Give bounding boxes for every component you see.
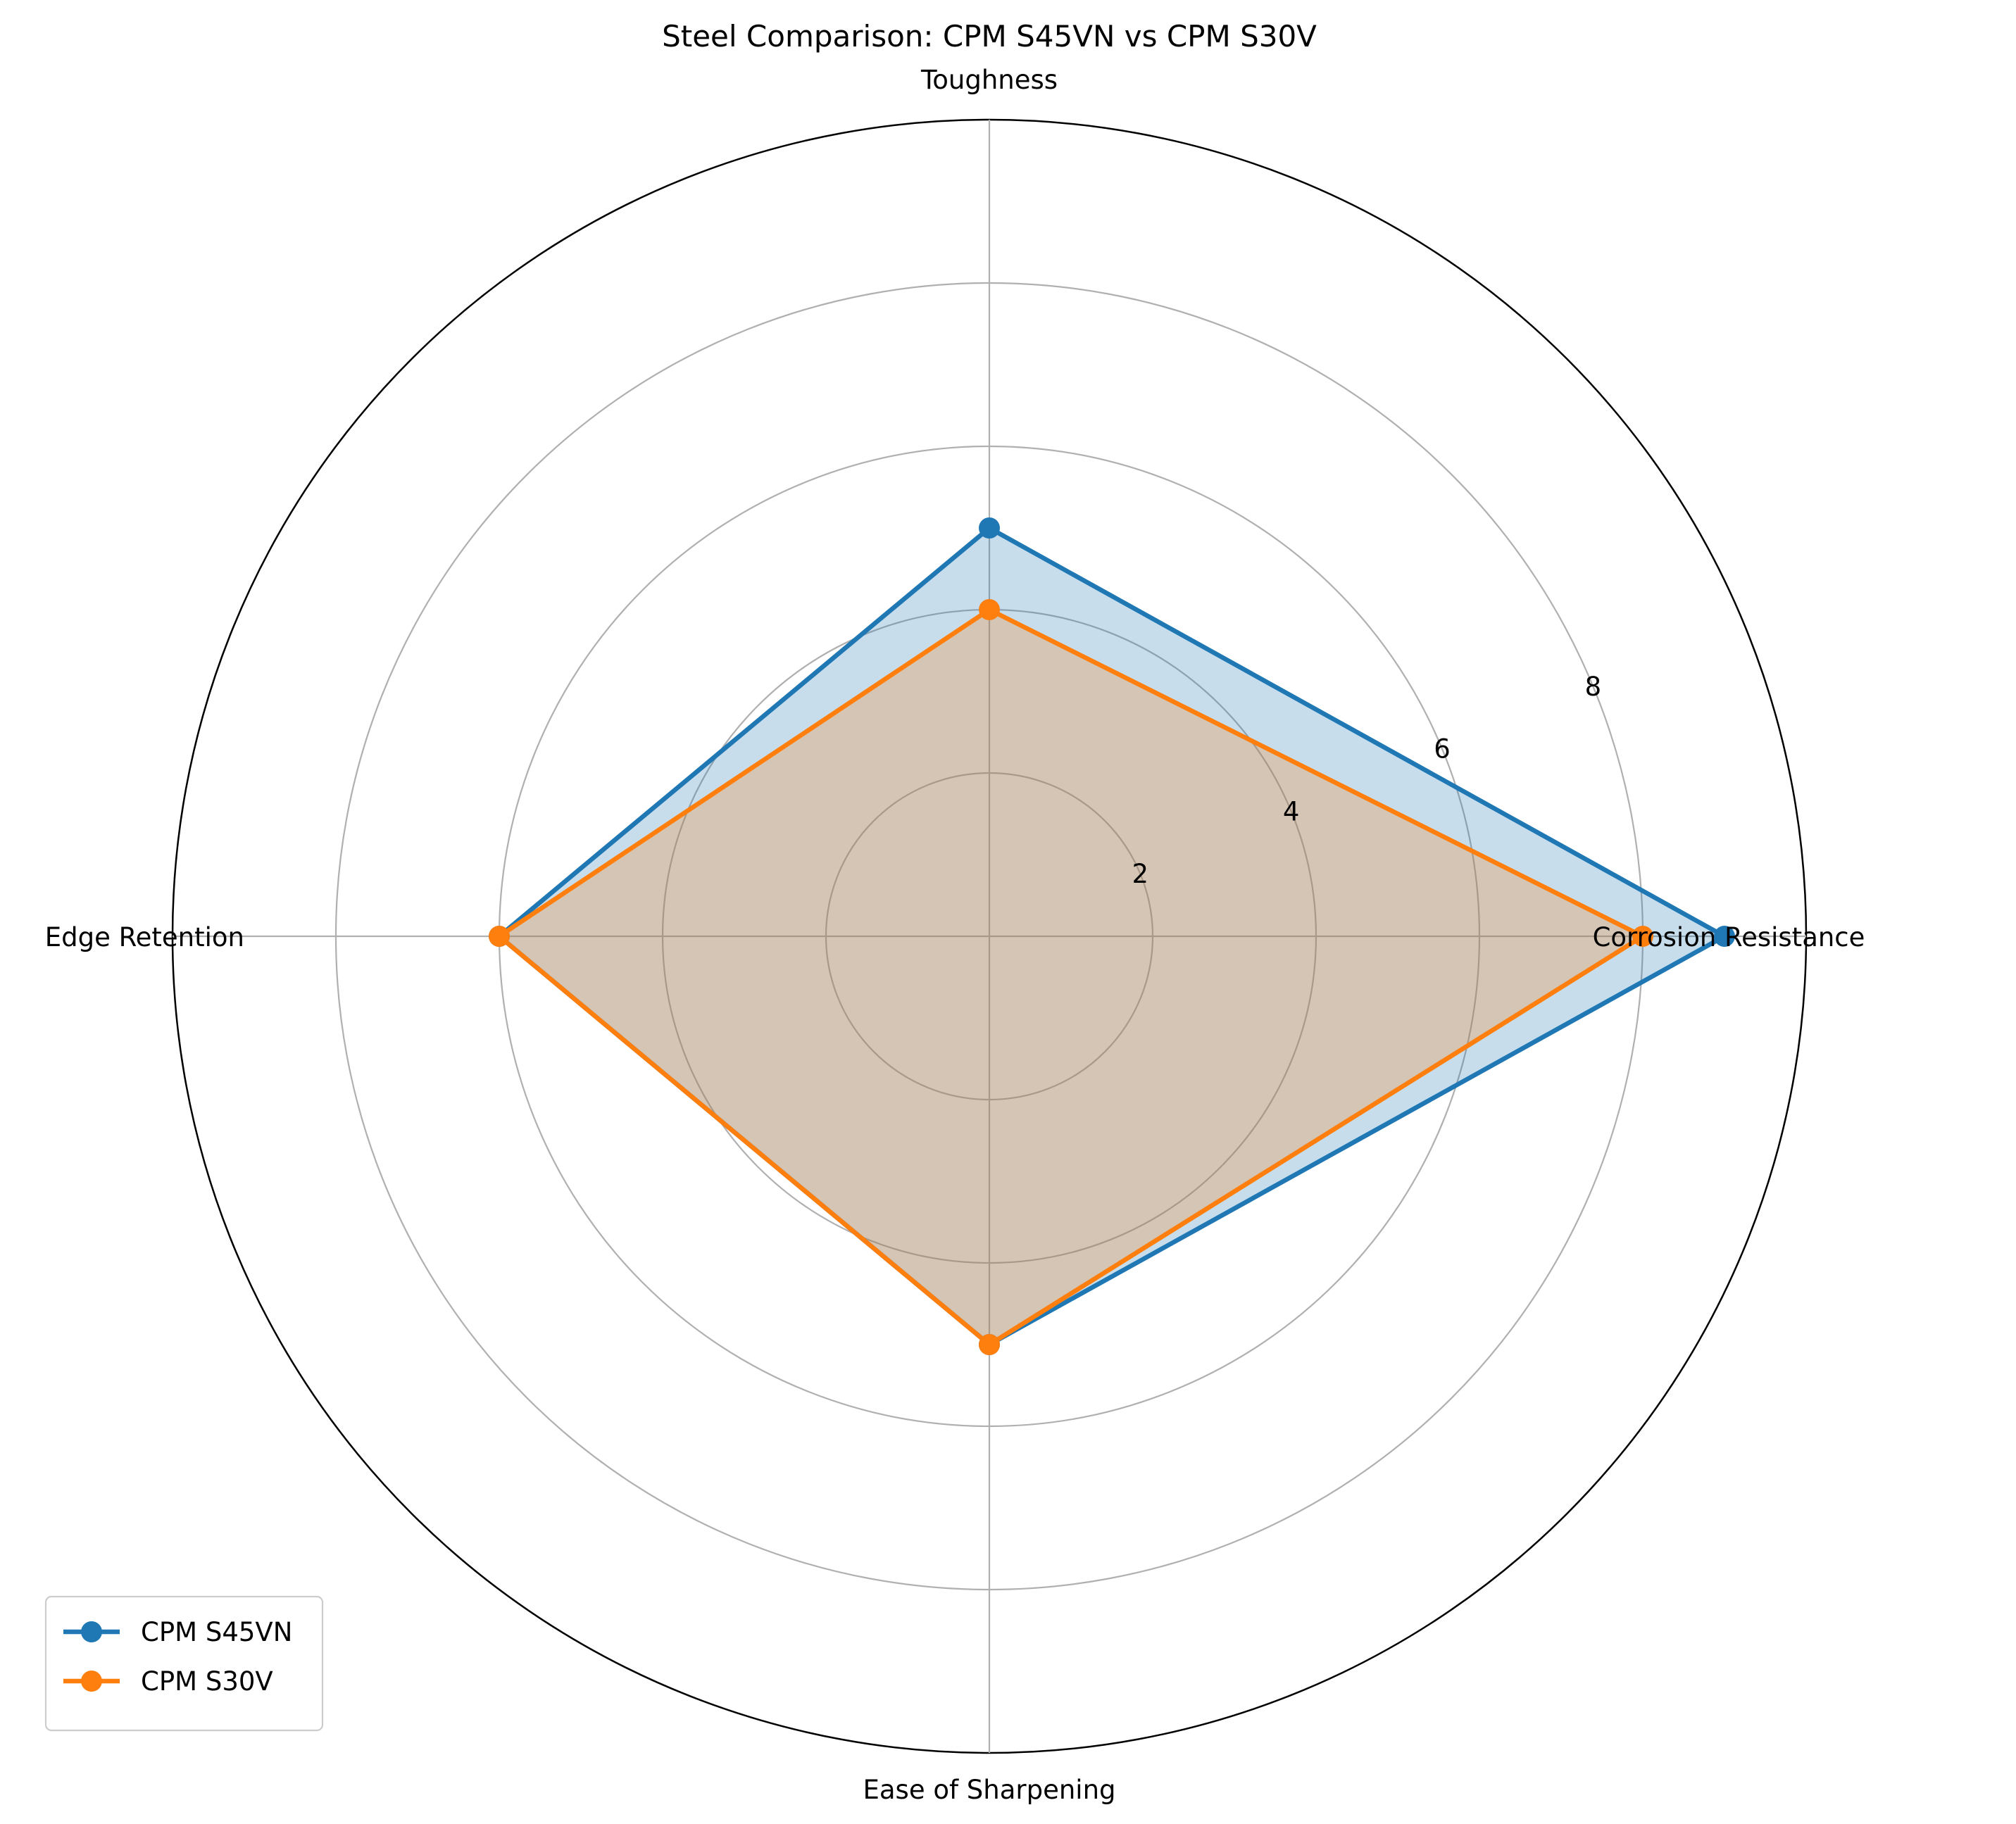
series-area-1 <box>499 610 1643 1345</box>
category-labels: Corrosion Resistance Toughness Edge Retent… <box>45 65 1865 1805</box>
chart-title: Steel Comparison: CPM S45VN vs CPM S30V <box>662 19 1317 54</box>
legend-marker-0 <box>81 1621 102 1642</box>
category-label-1: Toughness <box>920 65 1058 95</box>
legend-marker-1 <box>81 1671 102 1692</box>
legend-label-1: CPM S30V <box>141 1666 273 1697</box>
category-label-0: Corrosion Resistance <box>1593 922 1865 952</box>
radial-tick-label-6: 6 <box>1434 734 1451 765</box>
series-point-1-0 <box>1632 926 1653 947</box>
radial-tick-label-4: 4 <box>1283 796 1300 826</box>
legend-label-0: CPM S45VN <box>141 1617 292 1647</box>
series-point-1-2 <box>489 926 510 947</box>
category-label-3: Ease of Sharpening <box>863 1775 1115 1805</box>
series-point-0-0 <box>1714 926 1735 947</box>
radial-tick-label-8: 8 <box>1585 672 1602 702</box>
series-point-1-3 <box>979 1334 1000 1355</box>
legend: CPM S45VN CPM S30V <box>44 1595 324 1732</box>
radial-tick-labels: 2 4 6 8 <box>1132 672 1602 889</box>
series-points <box>489 517 1735 1355</box>
category-label-2: Edge Retention <box>45 922 244 952</box>
series-point-0-1 <box>979 517 1000 539</box>
series-point-1-1 <box>979 599 1000 620</box>
series-areas <box>499 528 1724 1345</box>
radial-tick-label-2: 2 <box>1132 859 1149 889</box>
